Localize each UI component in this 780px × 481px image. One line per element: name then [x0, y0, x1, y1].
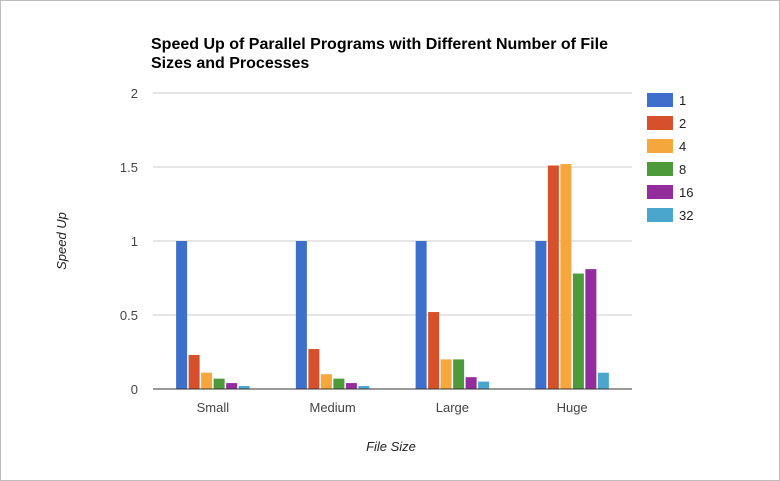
legend-swatch-2	[647, 116, 673, 130]
y-tick-label-4: 2	[131, 86, 138, 101]
bar-small-1	[176, 241, 188, 389]
legend-label-1: 1	[679, 93, 686, 108]
bar-small-2	[188, 354, 200, 389]
legend-label-8: 8	[679, 162, 686, 177]
chart-title-line-1: Speed Up of Parallel Programs with Diffe…	[151, 36, 608, 53]
x-axis-title: File Size	[366, 439, 416, 454]
legend-swatch-4	[647, 139, 673, 153]
bar-small-4	[201, 372, 213, 389]
bar-huge-2	[547, 165, 559, 389]
bar-huge-32	[597, 372, 609, 389]
bar-large-4	[440, 359, 452, 389]
bar-large-16	[465, 377, 477, 389]
x-tick-label-large: Large	[436, 400, 469, 415]
bar-medium-8	[333, 378, 345, 389]
legend-label-16: 16	[679, 185, 693, 200]
legend-swatch-32	[647, 208, 673, 222]
x-tick-label-small: Small	[197, 400, 230, 415]
bar-medium-16	[345, 383, 357, 389]
bar-large-1	[415, 241, 427, 389]
bar-large-2	[428, 312, 440, 389]
y-tick-label-2: 1	[131, 234, 138, 249]
legend-swatch-16	[647, 185, 673, 199]
y-axis-title: Speed Up	[54, 212, 69, 270]
bar-small-32	[238, 386, 250, 389]
y-axis-ticks: 0 0.5 1 1.5 2	[120, 86, 138, 397]
bar-huge-8	[572, 273, 584, 389]
y-tick-label-0: 0	[131, 382, 138, 397]
legend: 1 2 4 8 16 32	[647, 93, 693, 223]
bar-huge-16	[585, 269, 597, 389]
bar-medium-1	[295, 241, 307, 389]
legend-label-4: 4	[679, 139, 686, 154]
bar-medium-32	[358, 386, 370, 389]
x-tick-label-medium: Medium	[310, 400, 356, 415]
legend-label-2: 2	[679, 116, 686, 131]
bar-medium-4	[320, 374, 332, 389]
y-tick-label-1: 0.5	[120, 308, 138, 323]
legend-label-32: 32	[679, 208, 693, 223]
bar-medium-2	[308, 349, 320, 389]
x-axis-ticks: Small Medium Large Huge	[197, 400, 588, 415]
bar-huge-1	[535, 241, 547, 389]
y-tick-label-3: 1.5	[120, 160, 138, 175]
bar-large-8	[453, 359, 465, 389]
bar-small-16	[226, 383, 238, 389]
legend-swatch-1	[647, 93, 673, 107]
bar-small-8	[213, 378, 225, 389]
chart-title-line-2: Sizes and Processes	[151, 55, 309, 72]
x-tick-label-huge: Huge	[557, 400, 588, 415]
bar-large-32	[478, 381, 490, 389]
legend-swatch-8	[647, 162, 673, 176]
gridlines	[153, 92, 632, 316]
bar-huge-4	[560, 164, 572, 389]
bars	[176, 164, 609, 389]
